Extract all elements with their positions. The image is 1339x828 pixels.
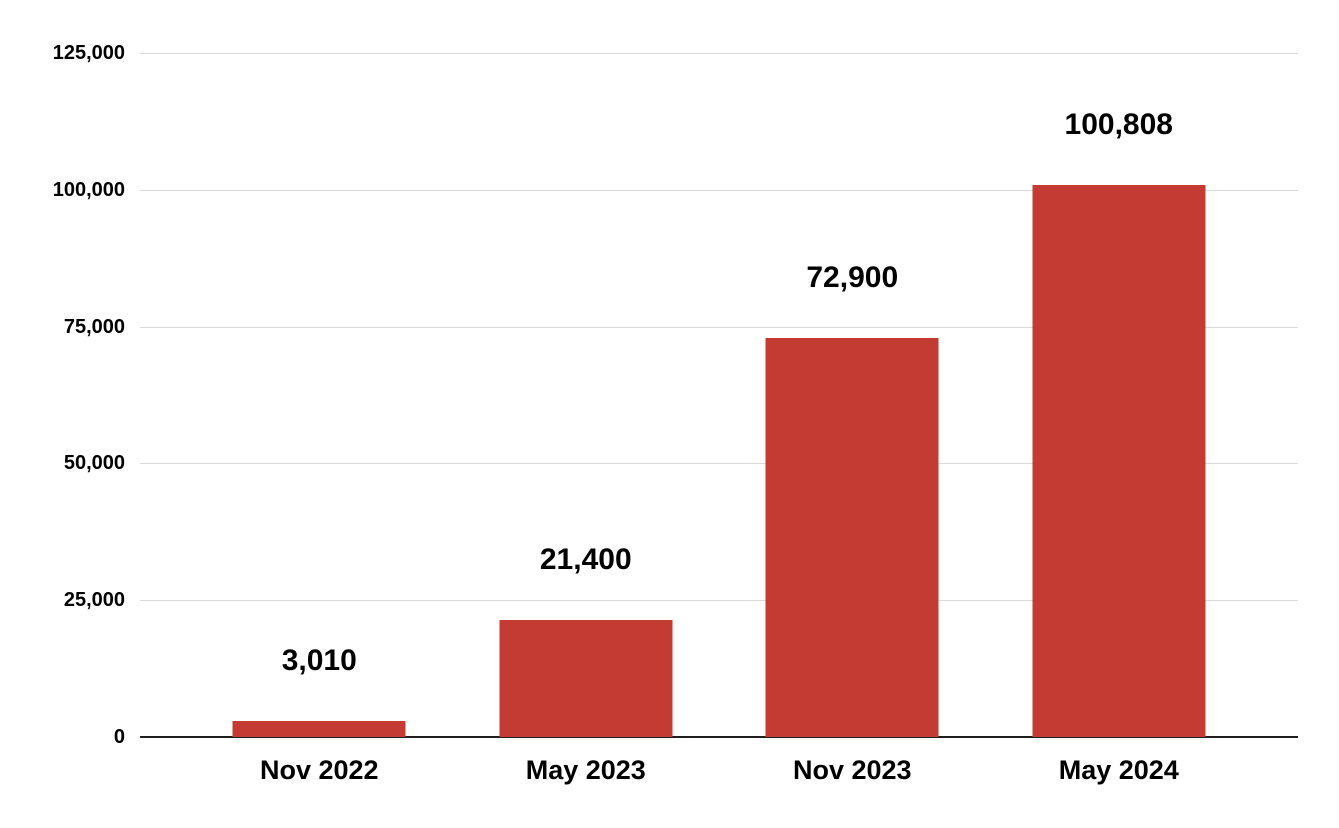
- bar-column: 21,400 May 2023: [453, 53, 720, 785]
- y-axis-tick-label: 0: [113, 726, 125, 748]
- bar: [765, 338, 939, 737]
- y-axis-tick-label: 75,000: [63, 315, 125, 338]
- gridline-75000: [140, 326, 1298, 328]
- bars-layer: 3,010 Nov 2022 21,400 May 2023 72,900 No…: [186, 53, 1253, 785]
- bar-column: 72,900 Nov 2023: [719, 53, 986, 785]
- x-axis-category-label: May 2024: [1058, 755, 1179, 785]
- bar: [1032, 185, 1206, 737]
- gridline-50000: [140, 463, 1298, 465]
- bar-value-label: 21,400: [539, 542, 632, 576]
- x-axis-category-label: Nov 2023: [792, 755, 912, 785]
- bar-value-label: 72,900: [806, 261, 899, 295]
- bar-column: 100,808 May 2024: [986, 53, 1253, 785]
- y-axis-tick-label: 50,000: [63, 452, 125, 475]
- gridline-100000: [140, 189, 1298, 191]
- y-axis-tick-label: 100,000: [52, 178, 125, 201]
- x-axis-category-label: May 2023: [525, 755, 646, 785]
- x-axis-category-label: Nov 2022: [259, 755, 379, 785]
- bar: [499, 619, 673, 737]
- x-axis-baseline: [140, 736, 1298, 738]
- y-axis-tick-label: 25,000: [63, 589, 125, 612]
- y-axis-tick-label: 125,000: [52, 42, 125, 64]
- gridline-125000: [140, 53, 1298, 54]
- bar: [232, 720, 406, 737]
- bar-value-label: 3,010: [281, 643, 357, 677]
- plot-area: 0 25,000 50,000 75,000 100,000 125,000 3…: [53, 43, 1298, 785]
- bar-value-label: 100,808: [1064, 108, 1173, 142]
- gridline-25000: [140, 600, 1298, 602]
- bar-column: 3,010 Nov 2022: [186, 53, 453, 785]
